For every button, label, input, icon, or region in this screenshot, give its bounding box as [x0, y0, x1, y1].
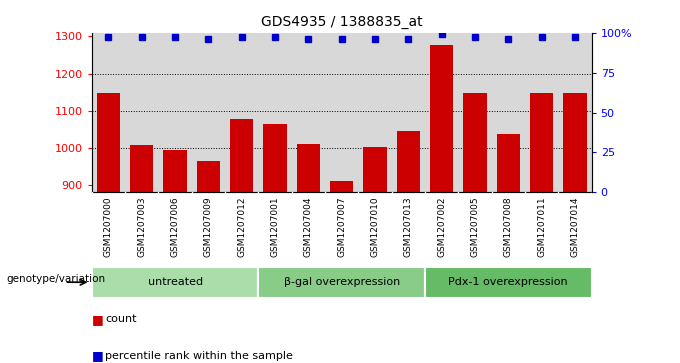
Text: GSM1207013: GSM1207013 [404, 196, 413, 257]
Bar [530, 93, 554, 192]
Text: Pdx-1 overexpression: Pdx-1 overexpression [449, 277, 568, 286]
Bar [563, 93, 587, 192]
Bar [296, 144, 320, 192]
Text: GSM1207012: GSM1207012 [237, 196, 246, 257]
Text: percentile rank within the sample: percentile rank within the sample [105, 351, 293, 361]
Bar [330, 180, 354, 192]
Bar [363, 147, 387, 192]
Bar [463, 93, 487, 192]
Text: genotype/variation: genotype/variation [7, 274, 106, 284]
Bar [130, 145, 154, 192]
Bar [97, 93, 120, 192]
Text: GSM1207014: GSM1207014 [571, 196, 579, 257]
Text: ■: ■ [92, 349, 103, 362]
Text: untreated: untreated [148, 277, 203, 286]
Text: GSM1207007: GSM1207007 [337, 196, 346, 257]
Text: GSM1207005: GSM1207005 [471, 196, 479, 257]
Bar [258, 267, 425, 298]
Bar [263, 125, 287, 192]
Text: GSM1207008: GSM1207008 [504, 196, 513, 257]
Bar [197, 161, 220, 192]
Text: ■: ■ [92, 313, 103, 326]
Text: GSM1207010: GSM1207010 [371, 196, 379, 257]
Bar [230, 119, 254, 192]
Bar [92, 267, 258, 298]
Text: GSM1207002: GSM1207002 [437, 196, 446, 257]
Text: GSM1207011: GSM1207011 [537, 196, 546, 257]
Text: GSM1207003: GSM1207003 [137, 196, 146, 257]
Text: GSM1207004: GSM1207004 [304, 196, 313, 257]
Text: GSM1207001: GSM1207001 [271, 196, 279, 257]
Text: count: count [105, 314, 137, 325]
Text: GSM1207000: GSM1207000 [104, 196, 113, 257]
Bar [163, 150, 187, 192]
Bar [396, 131, 420, 192]
Title: GDS4935 / 1388835_at: GDS4935 / 1388835_at [261, 15, 422, 29]
Bar [425, 267, 592, 298]
Bar [430, 45, 454, 192]
Text: β-gal overexpression: β-gal overexpression [284, 277, 400, 286]
Text: GSM1207006: GSM1207006 [171, 196, 180, 257]
Text: GSM1207009: GSM1207009 [204, 196, 213, 257]
Bar [496, 134, 520, 192]
